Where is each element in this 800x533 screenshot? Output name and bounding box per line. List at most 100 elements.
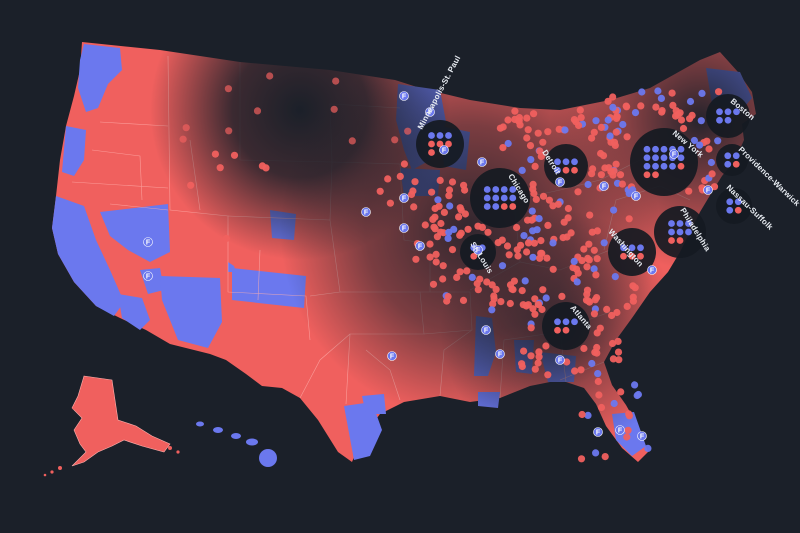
district-dot (608, 311, 616, 320)
district-dot (513, 223, 521, 232)
district-dot (591, 296, 599, 304)
district-dot (554, 200, 562, 208)
district-dot (445, 132, 452, 139)
district-dot (554, 158, 561, 166)
district-dot (492, 186, 500, 193)
district-dot (384, 175, 392, 183)
district-dot (606, 132, 614, 140)
district-dot (511, 107, 519, 115)
district-dot (652, 145, 659, 153)
district-dot (509, 186, 517, 193)
district-dot (574, 269, 582, 277)
svg-text:F: F (364, 210, 369, 217)
district-dot (592, 117, 600, 125)
district-dot (498, 236, 506, 244)
district-dot (182, 124, 190, 132)
district-dot (266, 72, 274, 80)
district-dot (539, 286, 547, 294)
district-dot (564, 214, 572, 222)
district-dot (412, 255, 420, 263)
district-dot (559, 234, 567, 242)
district-dot (492, 194, 500, 202)
district-dot (586, 211, 594, 219)
district-dot (643, 162, 651, 170)
district-dot (571, 166, 578, 174)
district-dot (376, 187, 384, 195)
district-dot (426, 253, 434, 261)
district-dot (637, 252, 644, 260)
svg-text:F: F (484, 328, 489, 335)
district-dot (506, 281, 515, 289)
district-dot (459, 296, 468, 304)
district-dot (542, 294, 550, 302)
district-dot (588, 359, 596, 368)
district-dot (625, 410, 633, 418)
district-dot (658, 108, 666, 116)
flip-marker: F (399, 223, 409, 233)
district-dot (652, 162, 659, 170)
district-dot (531, 310, 539, 318)
district-dot (464, 225, 472, 233)
district-dot (603, 305, 611, 313)
district-dot (614, 348, 623, 356)
district-dot (637, 244, 644, 252)
district-dot (431, 213, 439, 221)
district-dot (615, 356, 623, 364)
district-dot (536, 147, 544, 155)
district-dot (532, 195, 540, 203)
district-dot (428, 132, 435, 139)
svg-text:F: F (650, 268, 655, 275)
district-dot (584, 180, 592, 189)
district-dot (498, 262, 507, 270)
district-dot (570, 257, 578, 265)
district-dot (436, 132, 444, 139)
district-dot (609, 103, 617, 111)
district-dot (457, 229, 465, 237)
district-dot (660, 145, 668, 153)
district-dot (636, 440, 644, 449)
district-dot (444, 234, 452, 242)
district-dot (504, 139, 512, 148)
district-dot (609, 93, 617, 101)
svg-text:F: F (480, 160, 485, 167)
district-dot (538, 249, 546, 257)
district-dot (332, 77, 340, 85)
district-dot (643, 154, 651, 162)
district-dot (724, 152, 732, 160)
district-dot (685, 187, 693, 195)
district-dot (558, 292, 566, 300)
district-dot (570, 116, 579, 124)
district-dot (440, 208, 448, 216)
district-dot (500, 194, 508, 202)
district-dot (618, 180, 627, 188)
district-dot (544, 128, 552, 136)
district-dot (436, 176, 444, 184)
district-dot (714, 137, 722, 145)
district-dot (428, 140, 435, 148)
district-dot (253, 107, 262, 115)
district-dot (668, 228, 675, 236)
district-dot (685, 220, 692, 227)
district-dot (489, 300, 497, 308)
district-dot (529, 185, 537, 193)
district-dot (583, 263, 591, 271)
district-dot (685, 228, 692, 236)
district-dot (439, 262, 447, 270)
district-dot (734, 198, 742, 206)
district-dot (515, 117, 523, 125)
district-dot (611, 141, 619, 149)
district-dot (652, 103, 660, 111)
flip-marker: F (399, 193, 409, 203)
flip-marker: F (415, 241, 425, 251)
district-dot (674, 111, 682, 119)
district-dot (698, 89, 706, 97)
district-dot (484, 228, 492, 236)
district-dot (643, 145, 651, 153)
district-dot (594, 370, 602, 378)
district-dots (179, 72, 723, 463)
district-dot (445, 192, 453, 200)
district-dot (463, 267, 471, 275)
district-dot (439, 275, 447, 283)
district-dot (669, 162, 676, 170)
district-dot (620, 252, 627, 260)
